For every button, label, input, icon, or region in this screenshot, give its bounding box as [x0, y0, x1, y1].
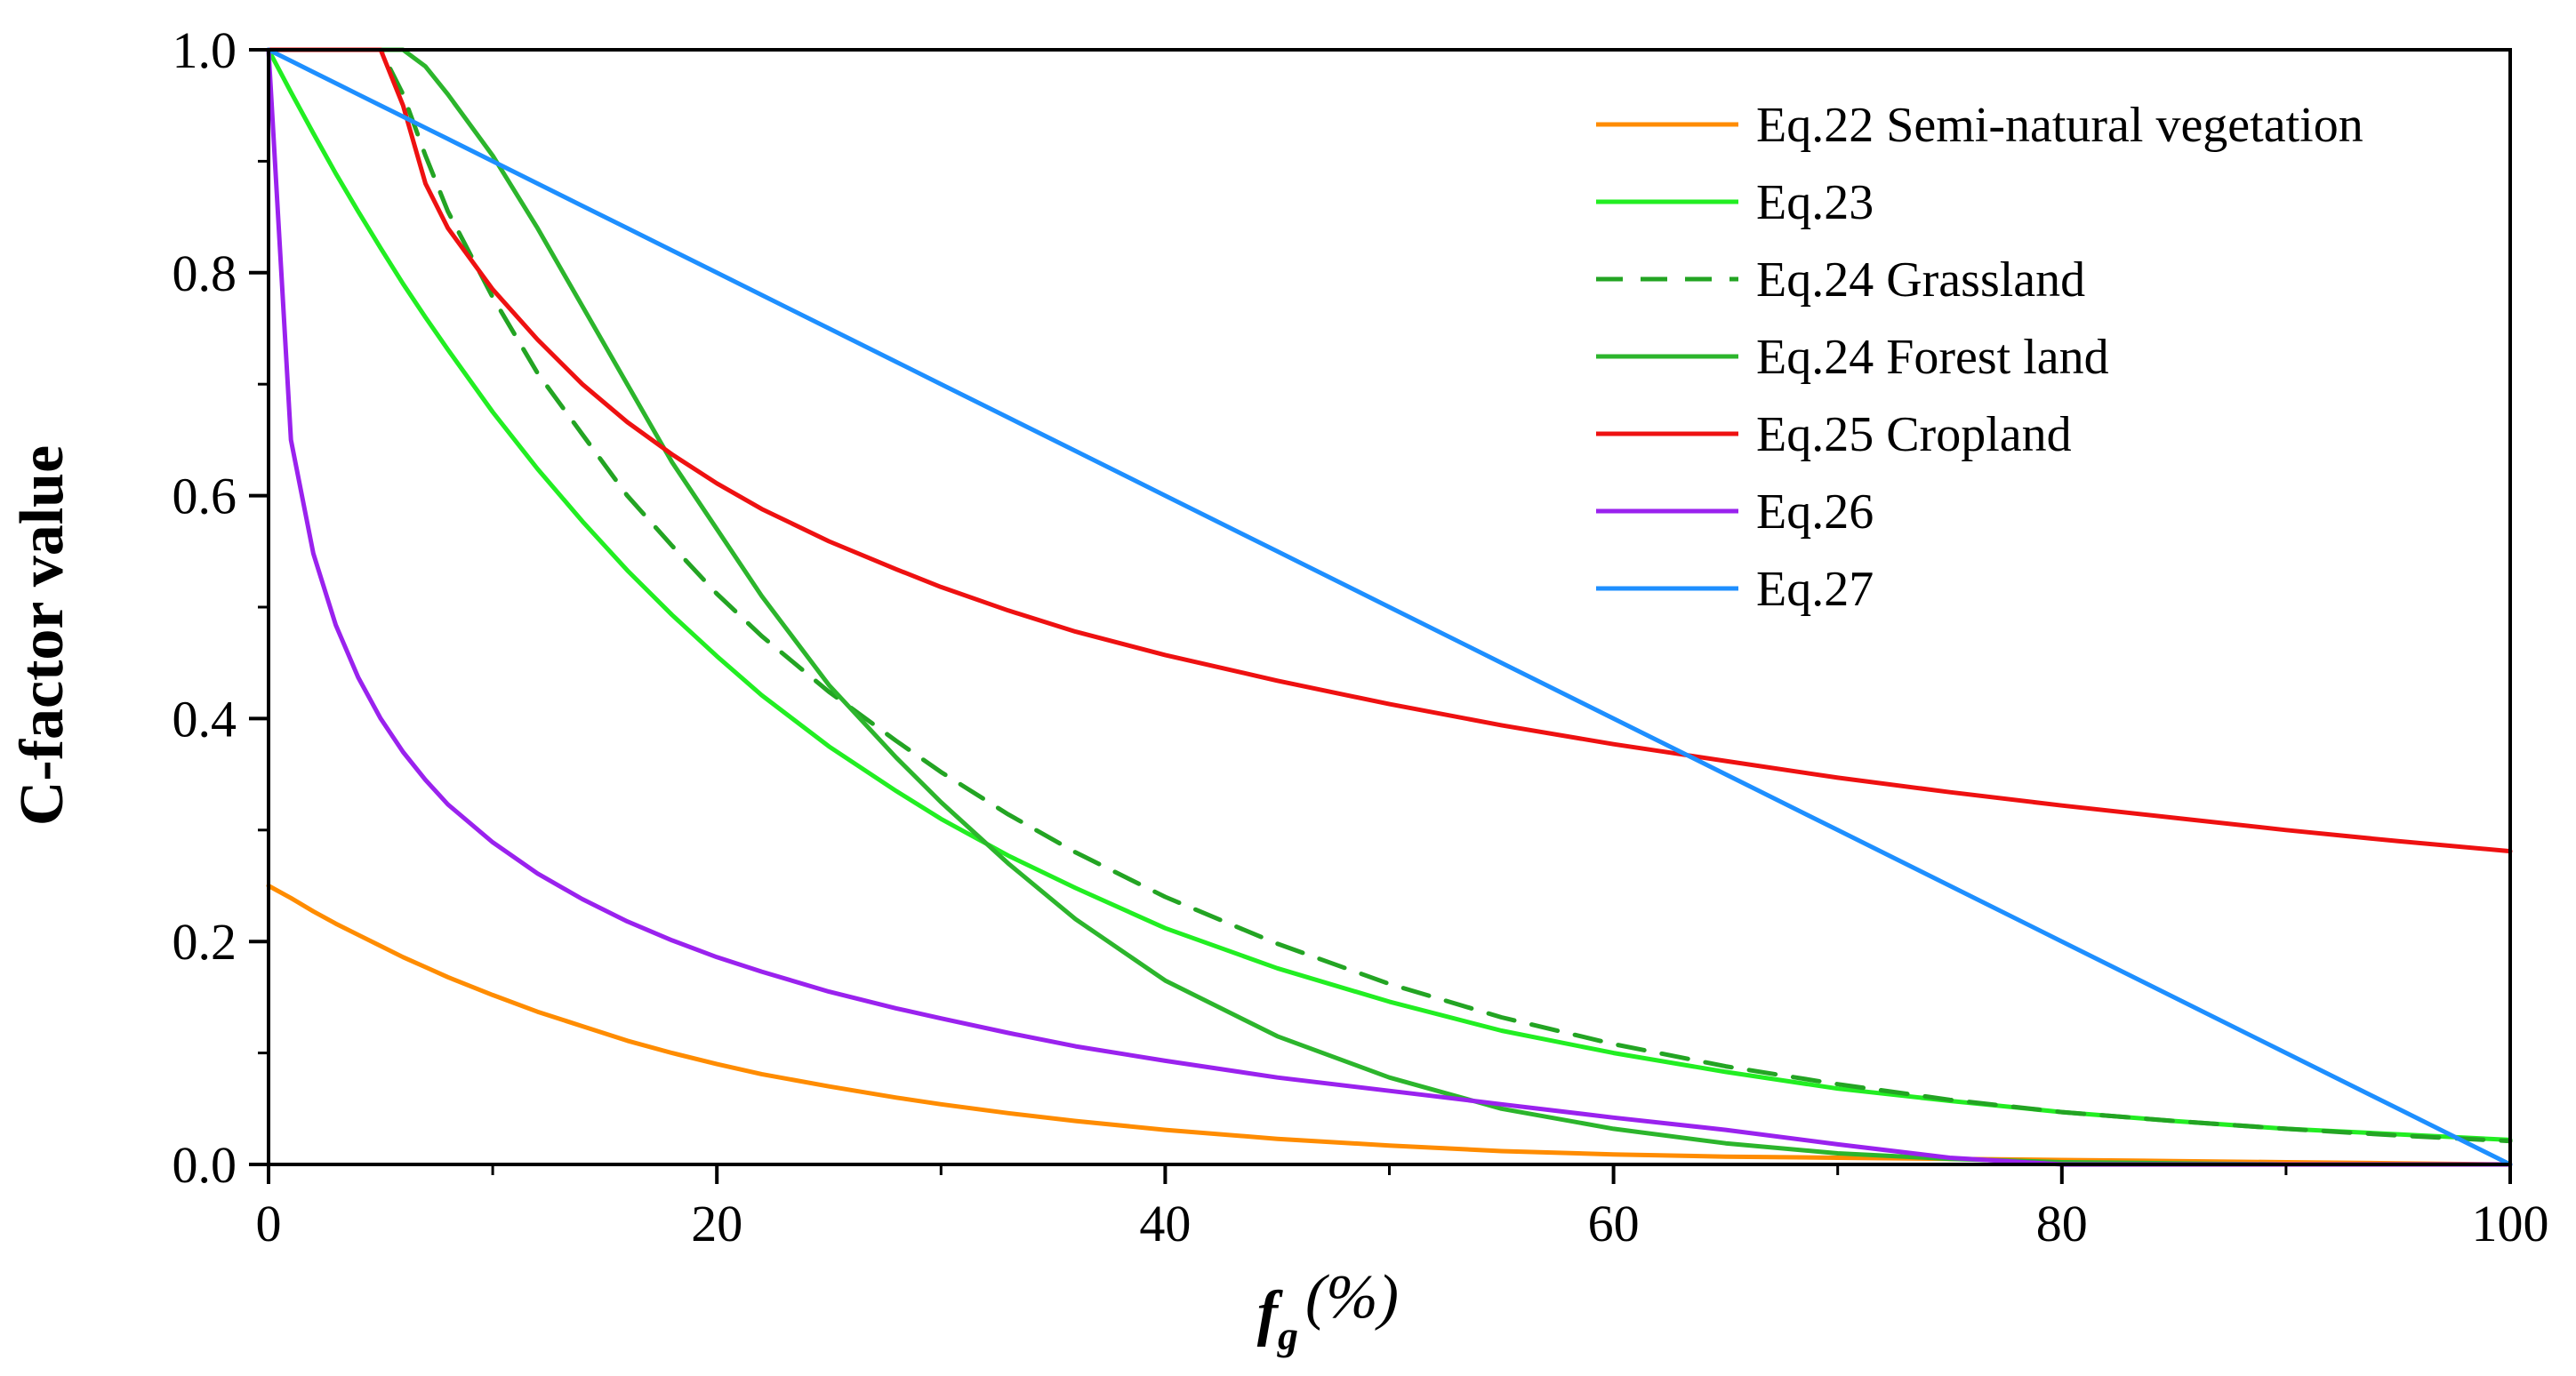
- x-axis-title: fg: [1257, 1279, 1298, 1358]
- series-line-5: [266, 47, 2513, 854]
- legend-label-3: Eq.24 Grassland: [1756, 252, 2085, 308]
- legend-label-7: Eq.27: [1756, 562, 1874, 617]
- y-axis: 0.0 0.2 0.4 0.6 0.8 1.0: [173, 21, 269, 1194]
- y-tick-label: 0.0: [173, 1136, 237, 1194]
- y-tick-label: 0.8: [173, 244, 237, 302]
- x-tick-label: 20: [691, 1195, 742, 1252]
- series-line-7: [266, 47, 2513, 1167]
- legend-label-6: Eq.26: [1756, 484, 1874, 540]
- series-line-2: [266, 47, 2513, 1142]
- x-tick-label: 0: [256, 1195, 282, 1252]
- x-axis: 0 20 40 60 80 100: [256, 1164, 2549, 1252]
- legend-label-1: Eq.22 Semi-natural vegetation: [1756, 98, 2363, 153]
- plot-area: [266, 47, 2513, 1167]
- x-tick-label: 60: [1588, 1195, 1640, 1252]
- x-tick-label: 40: [1139, 1195, 1191, 1252]
- y-tick-label: 0.4: [173, 690, 237, 748]
- y-tick-label: 0.6: [173, 468, 237, 525]
- y-tick-label: 0.2: [173, 913, 237, 971]
- legend: Eq.22 Semi-natural vegetation Eq.23 Eq.24 …: [1596, 98, 2363, 617]
- series-line-3: [266, 47, 2513, 1144]
- y-tick-label: 1.0: [173, 21, 237, 79]
- x-axis-title-unit: (%): [1305, 1263, 1399, 1332]
- legend-label-5: Eq.25 Cropland: [1756, 407, 2072, 462]
- y-axis-title: C-factor value: [8, 445, 76, 826]
- x-tick-label: 100: [2472, 1195, 2549, 1252]
- x-axis-title-subscript: g: [1277, 1313, 1298, 1358]
- legend-label-4: Eq.24 Forest land: [1756, 330, 2109, 385]
- series-line-6: [266, 47, 2513, 1167]
- series-layer: [266, 47, 2513, 1167]
- x-tick-label: 80: [2036, 1195, 2088, 1252]
- legend-label-2: Eq.23: [1756, 175, 1874, 230]
